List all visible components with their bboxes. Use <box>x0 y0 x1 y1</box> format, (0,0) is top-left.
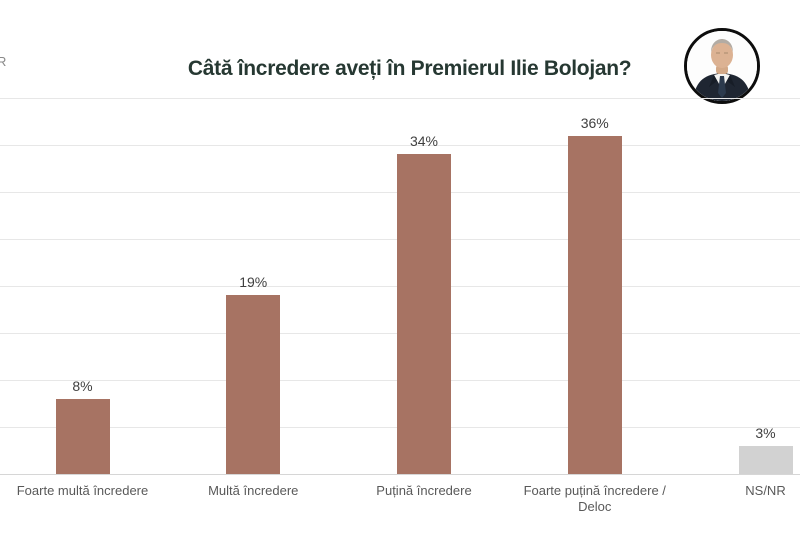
x-axis-label: Foarte multă încredere <box>16 483 149 498</box>
bar-4 <box>567 136 622 474</box>
pm-avatar <box>684 28 760 104</box>
bar-value-label: 8% <box>72 378 93 394</box>
gridline <box>0 474 800 475</box>
bar-value-label: 36% <box>580 115 609 131</box>
bar-value-label: 19% <box>239 274 268 290</box>
x-axis-label: NS/NR <box>745 483 786 498</box>
bar-2 <box>226 295 281 474</box>
bar-value-label: 34% <box>409 133 439 149</box>
x-axis-label: Foarte puțină încredere / Deloc <box>523 483 666 514</box>
bar-1 <box>55 399 110 474</box>
bar-5 <box>738 446 793 474</box>
gridline <box>0 145 800 146</box>
chart-title: Câtă încredere aveți în Premierul Ilie B… <box>187 57 632 80</box>
x-axis-label: Multă încredere <box>208 483 299 498</box>
gridline <box>0 98 800 99</box>
bar-value-label: 3% <box>755 425 776 441</box>
bar-3 <box>397 154 451 474</box>
person-portrait-image <box>687 31 757 101</box>
x-axis-label: Puțină încredere <box>376 483 472 498</box>
watermark-letter: R <box>0 54 7 69</box>
